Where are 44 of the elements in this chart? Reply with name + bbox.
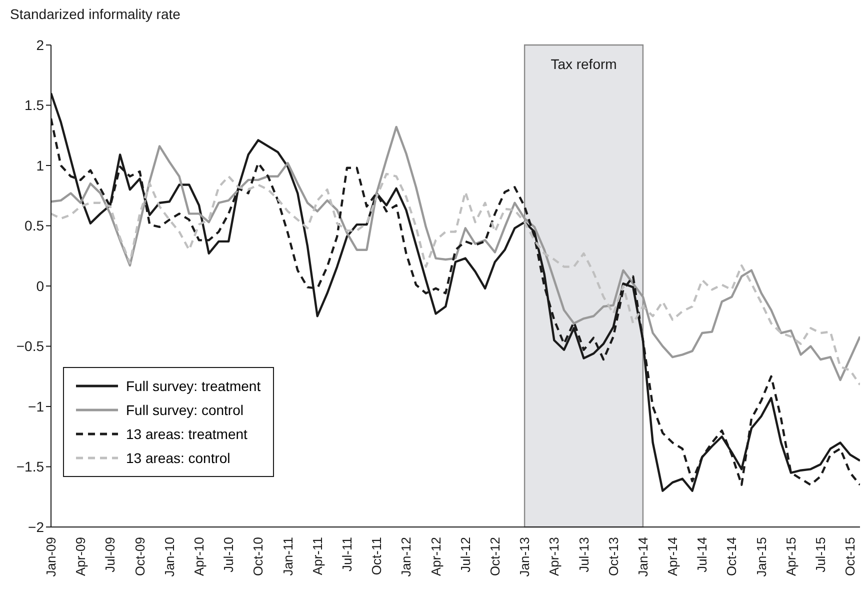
x-tick-label: Apr-09 <box>73 537 88 576</box>
x-tick-label: Apr-13 <box>546 537 562 576</box>
x-tick-label: Apr-11 <box>310 537 325 576</box>
x-tick-label: Jul-11 <box>339 537 354 572</box>
x-tick-label: Oct-11 <box>369 537 384 576</box>
y-tick-label: −1 <box>28 398 44 414</box>
x-tick-label: Jan-09 <box>44 537 58 577</box>
legend-label: 13 areas: control <box>126 450 230 466</box>
x-tick-label: Oct-10 <box>250 537 266 576</box>
x-tick-label: Jan-11 <box>280 537 296 576</box>
x-tick-label: Oct-14 <box>724 537 740 576</box>
y-tick-label: 0 <box>36 278 44 294</box>
x-tick-label: Jul-09 <box>102 537 118 572</box>
x-tick-label: Jul-12 <box>458 537 473 572</box>
x-tick-label: Apr-15 <box>783 537 798 576</box>
legend-label: Full survey: treatment <box>126 378 261 394</box>
x-tick-label: Jan-13 <box>517 537 532 577</box>
x-tick-label: Apr-14 <box>665 537 680 576</box>
legend-label: 13 areas: treatment <box>126 426 248 442</box>
x-tick-label: Apr-10 <box>191 537 206 576</box>
x-tick-label: Jul-13 <box>576 537 592 572</box>
x-tick-label: Jan-14 <box>635 537 650 577</box>
legend-label: Full survey: control <box>126 402 244 418</box>
y-tick-label: −0.5 <box>16 338 44 354</box>
x-tick-label: Oct-13 <box>606 537 621 576</box>
x-tick-label: Jan-15 <box>754 537 769 577</box>
y-tick-label: 2 <box>36 36 44 53</box>
line-series <box>51 126 860 382</box>
y-axis-title: Standarized informality rate <box>10 6 180 22</box>
y-tick-label: 1 <box>36 157 44 174</box>
x-tick-label: Apr-12 <box>428 537 444 576</box>
x-tick-label: Jan-10 <box>162 537 177 577</box>
x-tick-label: Jul-10 <box>221 537 236 572</box>
x-tick-label: Jul-15 <box>813 537 828 572</box>
y-tick-label: 0.5 <box>24 218 44 234</box>
x-tick-label: Oct-12 <box>487 537 502 576</box>
band-label: Tax reform <box>550 56 617 72</box>
y-tick-label: 1.5 <box>24 97 44 114</box>
x-tick-label: Jan-12 <box>398 537 414 577</box>
y-tick-label: −2 <box>28 518 44 535</box>
y-tick-label: −1.5 <box>16 458 44 475</box>
x-tick-label: Oct-09 <box>132 537 148 576</box>
x-tick-label: Jul-14 <box>694 537 710 572</box>
x-tick-label: Oct-15 <box>842 537 858 576</box>
